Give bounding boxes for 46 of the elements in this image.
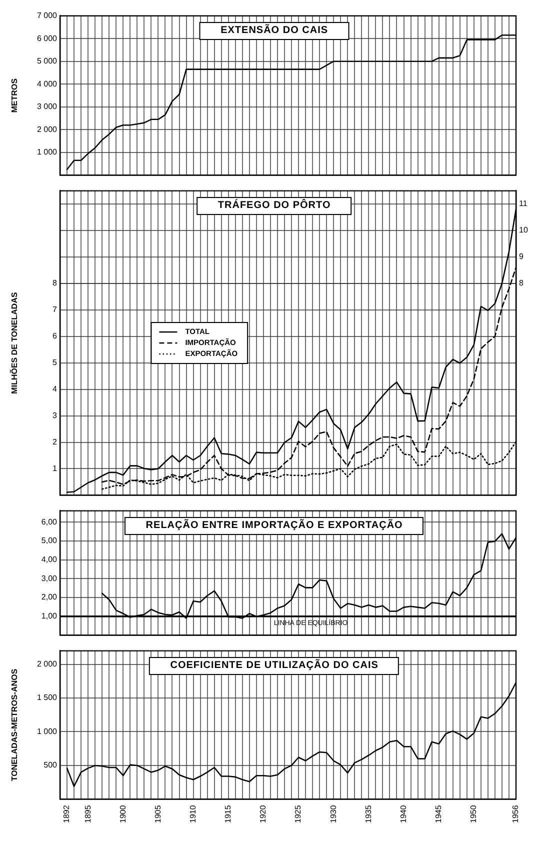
y-tick-label: 3 [52,410,58,420]
y-tick-label: 5,00 [41,536,58,546]
x-tick-label: 1895 [83,804,92,823]
y-tick-label: 500 [44,760,58,770]
y2-tick-label: 8 [519,278,524,288]
y-axis-title: TONELADAS-METROS-ANOS [10,668,20,782]
x-tick-label: 1915 [224,804,233,823]
y-tick-label: 1,00 [41,612,58,621]
x-tick-label: 1920 [258,804,268,823]
x-tick-label: 1892 [62,804,72,823]
y-axis-title: METROS [10,78,20,113]
y2-tick-label: 11 [519,199,528,208]
x-tick-label: 1940 [398,804,408,823]
y-tick-label: 7 000 [36,11,58,20]
y-tick-label: 1 500 [36,693,58,702]
x-tick-label: 1956 [511,804,520,823]
y-tick-label: 5 [52,358,58,368]
y-tick-label: 2,00 [41,592,58,602]
x-tick-label: 1935 [364,804,373,823]
x-tick-label: 1930 [328,804,338,823]
x-tick-label: 1910 [188,804,198,823]
y-tick-label: 2 000 [36,659,58,668]
y-tick-label: 5 000 [36,56,58,66]
y-tick-label: 3,00 [41,574,58,583]
y-tick-label: 1 000 [36,726,58,736]
x-tick-label: 1925 [294,804,303,823]
y-tick-label: 6 [52,332,58,341]
y-tick-label: 1 000 [36,148,58,157]
y-tick-label: 2 [52,437,58,446]
y-tick-label: 6,00 [41,517,58,526]
x-tick-label: 1950 [469,804,478,823]
y2-tick-label: 10 [519,226,528,235]
y-tick-label: 1 [52,464,58,473]
y-tick-label: 4,00 [41,555,58,564]
y-tick-label: 8 [52,278,58,288]
x-tick-label: 1945 [434,804,444,823]
y-tick-label: 3 000 [36,102,58,112]
y-tick-label: 6 000 [36,34,58,43]
y-tick-label: 7 [52,305,58,314]
y-axis-title: MILHÕES DE TONELADAS [9,292,20,394]
x-tick-label: 1905 [153,804,162,823]
y-tick-label: 4 000 [36,79,58,88]
y2-tick-label: 9 [519,252,524,262]
y-tick-label: 4 [52,384,58,394]
y-tick-label: 2 000 [36,124,58,134]
x-tick-label: 1900 [118,804,128,823]
